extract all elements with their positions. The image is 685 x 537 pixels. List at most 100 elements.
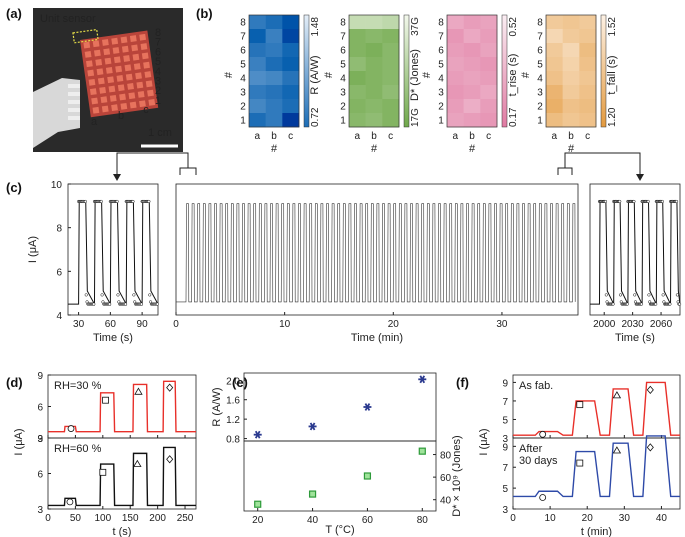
heatmap-cell — [265, 15, 283, 30]
y-tick-label: 9 — [37, 434, 43, 445]
heatmap-cell — [365, 43, 383, 58]
row-tick: 1 — [537, 116, 543, 127]
heatmap-cell — [579, 29, 597, 44]
heatmap-cell — [546, 71, 563, 86]
heatmap-frame — [248, 14, 300, 128]
x-tick-label: 20 — [252, 515, 264, 526]
y-tick-label: 9 — [502, 442, 508, 453]
data-point — [139, 302, 144, 306]
sensor-pixel — [111, 37, 119, 45]
data-point — [625, 302, 629, 306]
zoom-bracket-left — [179, 167, 197, 175]
zoom-bracket-right — [557, 167, 573, 175]
x-tick-label: 20 — [582, 513, 594, 524]
data-point — [155, 302, 159, 306]
data-point — [99, 199, 103, 204]
heatmap-cell — [579, 99, 597, 114]
data-point — [148, 293, 152, 297]
arrow-head — [636, 174, 644, 181]
heatmap-cell — [463, 113, 481, 128]
heatmap-cell — [480, 43, 498, 58]
c-middle-frame — [175, 183, 579, 316]
data-point — [147, 199, 151, 204]
sensor-pixel — [135, 72, 142, 80]
sensor-pixel — [111, 104, 118, 112]
sensor-pixel — [144, 71, 152, 78]
sensor-pixel — [109, 94, 117, 102]
heatmap-cell — [365, 29, 383, 44]
y-tick-label: 10 — [51, 180, 63, 191]
series-label: RH=60 % — [54, 443, 102, 455]
heatmap-cell — [365, 99, 383, 114]
data-point — [83, 199, 87, 204]
heatmap-b1: 8 7 6 5 4 3 2 1a b c # #1.48 0.72 R (A/W) — [223, 14, 321, 155]
y-tick-label: 6 — [37, 470, 43, 481]
heatmap-cell — [365, 15, 383, 30]
heatmap-xlabel: # — [568, 143, 575, 155]
marker-asterisk — [364, 403, 371, 411]
row-tick: 4 — [438, 74, 444, 85]
sensor-grid — [72, 28, 159, 118]
row-tick: 3 — [438, 88, 444, 99]
marker-square — [308, 490, 317, 498]
current-trace — [590, 200, 681, 305]
data-point — [639, 302, 644, 306]
heatmap-cell — [249, 99, 266, 114]
sensor-pixel — [120, 36, 128, 44]
sensor-pixel — [124, 64, 132, 72]
colorbar-max: 1.52 — [607, 17, 618, 37]
marker-square — [576, 401, 584, 409]
heatmap-cell — [480, 113, 498, 128]
heatmap-cell — [480, 57, 498, 72]
sensor-pixel — [113, 56, 121, 64]
row-tick: 2 — [240, 102, 246, 113]
connector-pin — [68, 116, 80, 120]
sensor-pixel — [128, 92, 136, 100]
marker-square — [254, 500, 262, 508]
x-tick-label: 2060 — [650, 319, 673, 330]
data-point — [633, 293, 637, 297]
y-tick-label: 3 — [502, 505, 508, 516]
y-tick-label: 9 — [502, 378, 508, 389]
heatmap-cell — [382, 57, 400, 72]
heatmap-cell — [382, 43, 400, 58]
marker-diamond — [646, 443, 654, 452]
row-tick: 4 — [537, 74, 543, 85]
data-point — [108, 302, 112, 306]
heatmap-cell — [249, 113, 266, 128]
y-tick-label: 0.8 — [226, 435, 240, 446]
sensor-pixel — [147, 89, 154, 97]
series-label: As fab. — [519, 380, 553, 392]
heatmap-cell — [282, 57, 300, 72]
x-tick-label: 40 — [656, 513, 668, 524]
xlabel: t (s) — [113, 526, 132, 537]
colorbar — [600, 14, 607, 128]
heatmap-frame — [545, 14, 597, 128]
row-tick: 1 — [340, 116, 346, 127]
colorbar-min: 0.17 — [508, 107, 519, 127]
heatmap-cell — [349, 57, 366, 72]
y-tick-label: 8 — [56, 224, 62, 235]
heatmap-cell — [265, 99, 283, 114]
heatmap-cell — [282, 85, 300, 100]
panel-label-d: (d) — [6, 375, 23, 390]
unit-sensor-label: Unit sensor — [40, 13, 96, 25]
col-tick: c — [486, 131, 491, 142]
panel-label-b: (b) — [196, 6, 213, 21]
heatmap-cell — [265, 43, 283, 58]
colorbar-label: R (A/W) — [309, 55, 321, 94]
sensor-pixel — [99, 86, 107, 94]
row-label: 7 — [155, 37, 161, 49]
sensor-pixel — [141, 52, 149, 60]
x-tick-label: 30 — [619, 513, 631, 524]
heatmap-cell — [463, 71, 481, 86]
data-point — [124, 302, 128, 306]
heatmap-cell — [282, 99, 300, 114]
data-point — [654, 302, 658, 306]
heatmap-cell — [480, 99, 498, 114]
c-ylabel: I (μA) — [27, 236, 39, 263]
sensor-pixel — [101, 105, 109, 113]
row-label: 5 — [155, 56, 161, 68]
x-tick-label: 250 — [177, 513, 194, 524]
data-point — [646, 199, 650, 204]
